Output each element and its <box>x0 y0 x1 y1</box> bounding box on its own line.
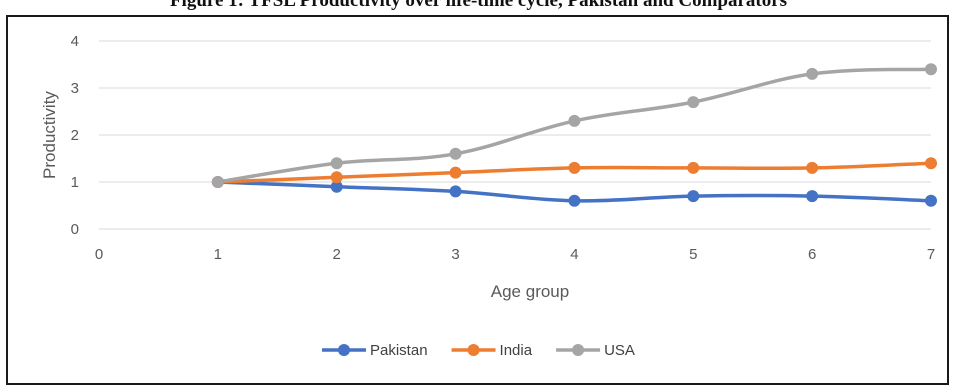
x-tick-labels: 0 1 2 3 4 5 6 7 <box>95 246 935 263</box>
data-point-usa <box>687 96 700 109</box>
x-tick-label: 7 <box>927 246 935 263</box>
data-point-india <box>568 161 581 174</box>
data-point-india <box>687 161 700 174</box>
data-point-india <box>449 166 462 179</box>
x-tick-label: 3 <box>451 246 459 263</box>
y-tick-label: 3 <box>71 80 79 97</box>
y-tick-label: 2 <box>71 127 79 144</box>
data-point-usa <box>806 67 819 80</box>
legend-label-usa: USA <box>604 342 635 359</box>
legend-marker-usa <box>572 344 585 356</box>
x-tick-label: 1 <box>214 246 222 263</box>
legend-label-india: India <box>500 342 533 359</box>
data-point-usa <box>925 63 937 76</box>
data-point-india <box>330 171 343 184</box>
data-point-usa <box>211 176 224 188</box>
data-point-pakistan <box>568 194 581 207</box>
data-point-pakistan <box>925 194 937 207</box>
data-point-usa <box>568 114 581 127</box>
x-tick-label: 2 <box>333 246 341 263</box>
data-point-usa <box>449 147 462 160</box>
series-points <box>211 63 937 207</box>
x-tick-label: 0 <box>95 246 103 263</box>
data-point-pakistan <box>806 190 819 203</box>
data-point-pakistan <box>687 190 700 203</box>
y-tick-label: 1 <box>71 174 79 191</box>
figure-caption: Figure 1: TFSL Productivity over life-ti… <box>169 0 788 11</box>
y-axis-title: Productivity <box>40 91 59 179</box>
y-tick-labels: 0 1 2 3 4 <box>71 33 79 238</box>
gridlines <box>99 40 931 230</box>
legend: Pakistan India USA <box>322 342 635 359</box>
data-point-india <box>806 161 819 174</box>
legend-marker-india <box>467 344 480 356</box>
y-tick-label: 4 <box>71 33 79 50</box>
legend-label-pakistan: Pakistan <box>370 342 428 359</box>
x-tick-label: 4 <box>570 246 578 263</box>
data-point-pakistan <box>449 185 462 198</box>
data-point-pakistan <box>330 180 343 193</box>
legend-marker-pakistan <box>338 344 350 356</box>
data-point-india <box>925 157 937 170</box>
data-point-usa <box>330 157 343 170</box>
x-tick-label: 5 <box>689 246 697 263</box>
x-tick-label: 6 <box>808 246 816 263</box>
x-axis-title: Age group <box>491 282 569 301</box>
y-tick-label: 0 <box>71 221 79 238</box>
